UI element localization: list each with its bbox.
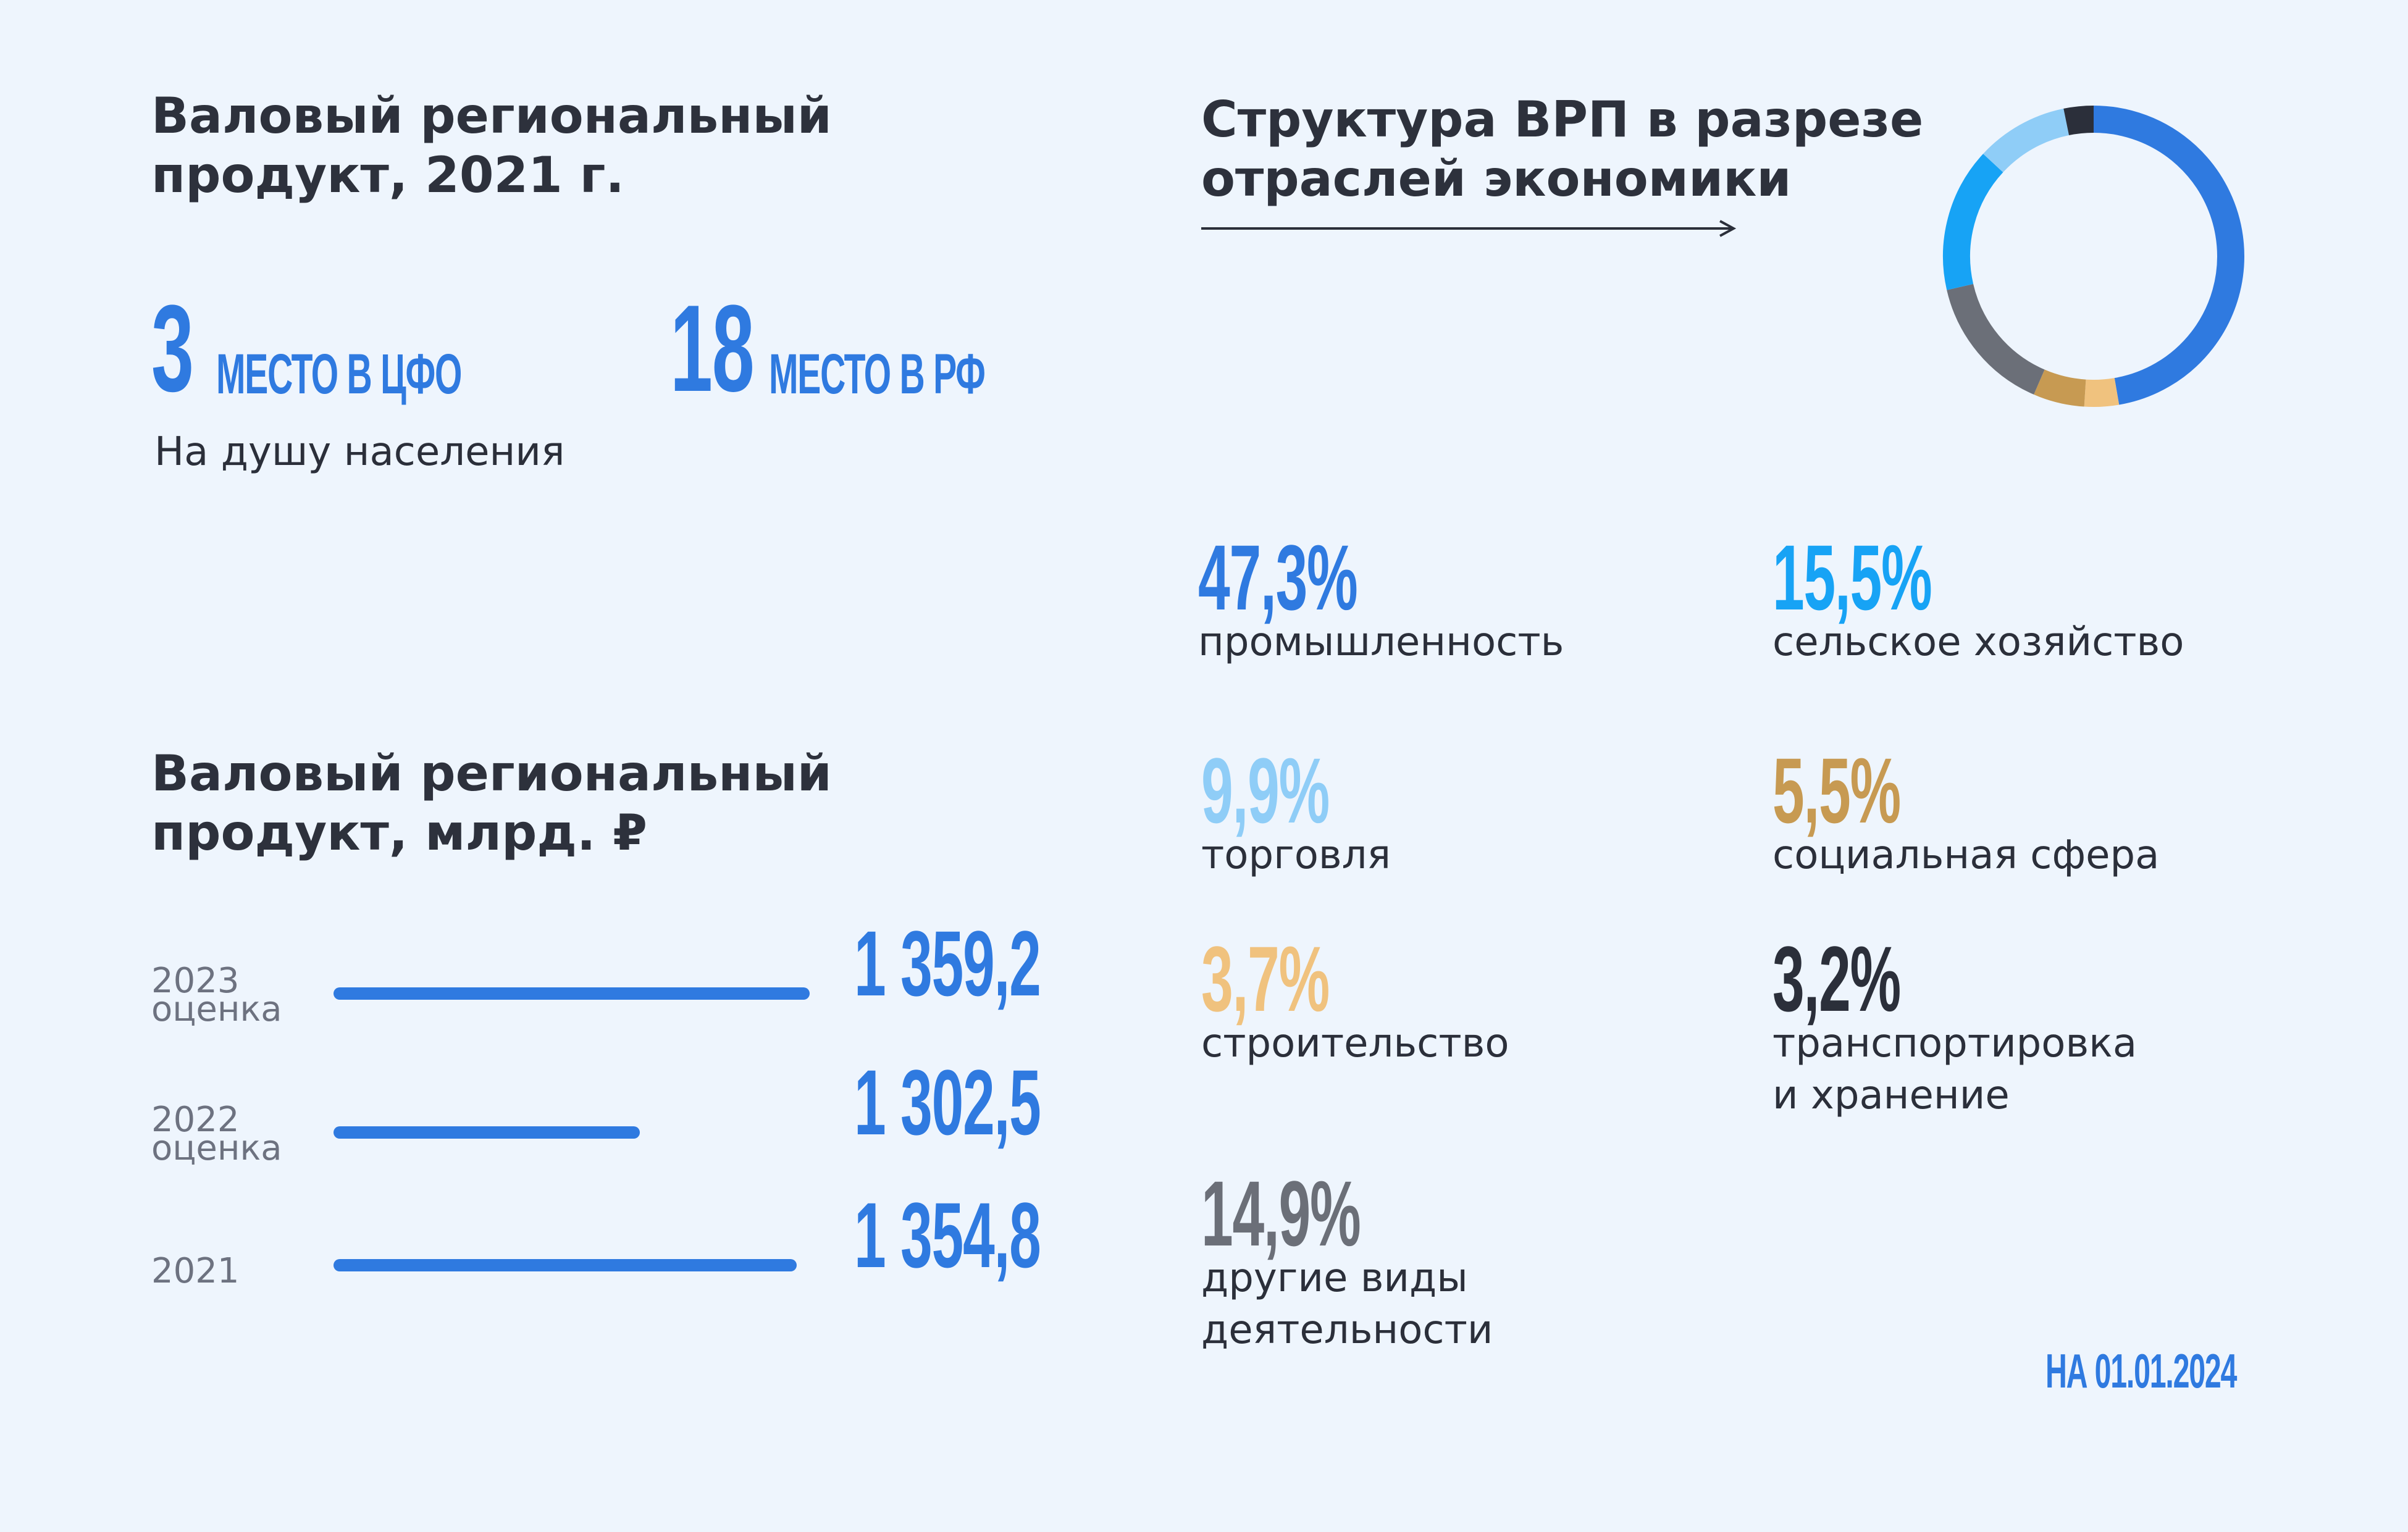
sector-percent: 9,9%	[1201, 739, 1330, 842]
sector-label: транспортировка	[1772, 1021, 2137, 1066]
bar-year-label: 2021	[151, 1251, 240, 1291]
sector-label: промышленность	[1198, 619, 1564, 665]
sector-label: социальная сфера	[1772, 832, 2160, 878]
bar-value-label: 1 359,2	[854, 911, 1041, 1015]
bar-year-label: 2023	[151, 961, 240, 1001]
rank-cfo-number: 3	[151, 280, 194, 417]
donut-slice	[1983, 108, 2070, 173]
rank-rf-label: МЕСТО В РФ	[769, 343, 986, 406]
grp-billion-title: Валовый региональный продукт, млрд. ₽	[151, 744, 832, 863]
sector-label: другие виды	[1201, 1255, 1468, 1301]
sector-label: строительство	[1201, 1021, 1509, 1066]
donut-slice	[2093, 106, 2244, 405]
sector-donut-chart	[1943, 106, 2244, 407]
per-capita-label: На душу населения	[154, 429, 565, 475]
rank-rf-number: 18	[670, 280, 755, 417]
grp-bar	[334, 1126, 640, 1139]
sector-label: деятельности	[1201, 1307, 1493, 1353]
sector-percent: 5,5%	[1772, 739, 1901, 842]
sector-percent: 3,7%	[1201, 927, 1330, 1031]
grp-2021-title-line2: продукт, 2021 г.	[151, 146, 624, 204]
bar-note-label: оценка	[151, 1128, 282, 1168]
bar-value-label: 1 302,5	[854, 1050, 1041, 1154]
grp-bar	[334, 1259, 797, 1271]
sector-label: торговля	[1201, 832, 1391, 878]
bar-note-label: оценка	[151, 989, 282, 1029]
donut-slice	[1947, 283, 2045, 395]
donut-slice	[2063, 106, 2094, 136]
donut-slice	[1943, 154, 2003, 290]
donut-slice	[2084, 378, 2120, 407]
date-label: НА 01.01.2024	[2045, 1344, 2237, 1398]
arrow-right-icon	[1201, 220, 1737, 237]
bar-year-label: 2022	[151, 1100, 240, 1140]
sector-label: и хранение	[1772, 1073, 2010, 1118]
sector-label: сельское хозяйство	[1772, 619, 2184, 665]
grp-2021-title: Валовый региональный продукт, 2021 г.	[151, 86, 832, 205]
structure-title-line2: отраслей экономики	[1201, 150, 1792, 207]
donut-slice	[2034, 369, 2086, 407]
grp-2021-title-line1: Валовый региональный	[151, 87, 832, 144]
sector-percent: 15,5%	[1772, 525, 1932, 629]
sector-percent: 14,9%	[1201, 1162, 1361, 1265]
grp-billion-title-line2: продукт, млрд. ₽	[151, 804, 647, 861]
rank-cfo-label: МЕСТО В ЦФО	[216, 343, 462, 406]
grp-billion-title-line1: Валовый региональный	[151, 745, 832, 802]
structure-title: Структура ВРП в разрезе отраслей экономи…	[1201, 90, 1923, 209]
sector-percent: 3,2%	[1772, 927, 1901, 1031]
grp-bar	[334, 987, 810, 1000]
structure-title-line1: Структура ВРП в разрезе	[1201, 91, 1924, 148]
bar-value-label: 1 354,8	[854, 1183, 1041, 1287]
sector-percent: 47,3%	[1198, 525, 1358, 629]
